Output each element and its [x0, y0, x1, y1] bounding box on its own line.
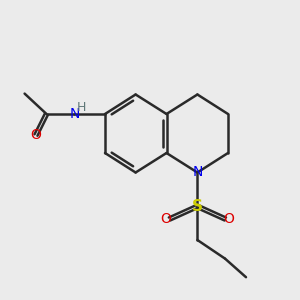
- Text: S: S: [192, 199, 203, 214]
- Text: N: N: [192, 166, 203, 179]
- Text: O: O: [160, 212, 171, 226]
- Text: N: N: [69, 107, 80, 121]
- Text: O: O: [224, 212, 234, 226]
- Text: H: H: [76, 101, 86, 114]
- Text: O: O: [31, 128, 41, 142]
